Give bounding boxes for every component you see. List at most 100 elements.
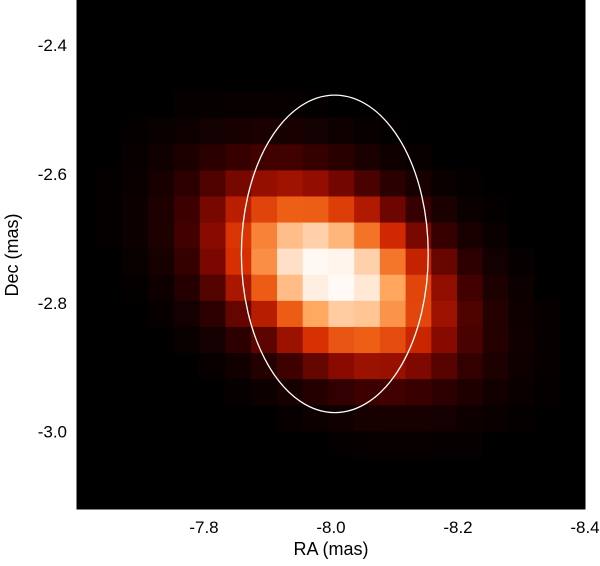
heatmap-pixel (122, 248, 149, 275)
heatmap-pixel (122, 143, 149, 171)
heatmap-pixel (430, 248, 458, 275)
heatmap-pixel (276, 404, 303, 432)
heatmap-pixel (456, 404, 483, 432)
y-tick-label: -3.0 (38, 423, 67, 442)
x-axis-ticks: -7.8 -8.0 -8.2 -8.4 (189, 0, 600, 537)
heatmap-pixel (173, 274, 200, 301)
x-tick-label: -8.2 (443, 518, 472, 537)
heatmap-pixel (379, 117, 406, 145)
heatmap-pixel (379, 169, 406, 197)
heatmap-pixel (250, 248, 277, 275)
heatmap-pixel (250, 326, 277, 354)
heatmap-pixel (507, 248, 535, 275)
heatmap-pixel (379, 326, 406, 354)
heatmap-pixel (353, 117, 380, 145)
heatmap-pixel (122, 195, 149, 223)
heatmap-pixel (96, 221, 123, 249)
heatmap-pixel (224, 169, 252, 197)
heatmap-pixel (456, 195, 483, 223)
y-axis-ticks: -2.4 -2.6 -2.8 -3.0 (38, 36, 585, 442)
heatmap-pixel (327, 221, 355, 249)
heatmap-pixel (173, 195, 200, 223)
heatmap-pixel (173, 169, 200, 197)
fit-ellipse (240, 94, 429, 414)
heatmap-pixel (224, 300, 252, 327)
heatmap-pixel (276, 248, 303, 275)
heatmap-pixel (456, 326, 483, 354)
heatmap-pixel (507, 378, 535, 406)
heatmap-pixel (276, 352, 303, 380)
heatmap-pixel (404, 248, 432, 275)
heatmap-pixel (276, 143, 303, 171)
heatmap-pixel (404, 195, 432, 223)
heatmap-pixel (353, 352, 380, 380)
heatmap-pixel (302, 326, 329, 354)
heatmap-pixel (276, 195, 303, 223)
heatmap-pixel (456, 248, 483, 275)
y-tick-label: -2.6 (38, 165, 67, 184)
y-tick-label: -2.8 (38, 294, 67, 313)
heatmap-pixel (507, 352, 535, 380)
heatmap-pixel (199, 169, 226, 197)
heatmap-pixel (173, 91, 200, 119)
heatmap-pixel (430, 274, 458, 301)
heatmap-pixel (482, 300, 509, 327)
heatmap-pixel (533, 300, 560, 327)
heatmap-pixel (224, 221, 252, 249)
heatmap-pixel (173, 300, 200, 327)
heatmap-pixel (327, 143, 355, 171)
heatmap-pixel (122, 274, 149, 301)
heatmap-pixel (250, 221, 277, 249)
heatmap-pixel (327, 169, 355, 197)
heatmap-pixel (430, 352, 458, 380)
heatmap-pixel (327, 352, 355, 380)
heatmap-pixel (430, 300, 458, 327)
y-axis-label: Dec (mas) (2, 213, 22, 296)
heatmap-pixel (147, 300, 175, 327)
heatmap-pixel (302, 378, 329, 406)
heatmap-pixel (173, 326, 200, 354)
heatmap-pixel (482, 195, 509, 223)
heatmap-pixels (96, 91, 560, 458)
heatmap-pixel (456, 274, 483, 301)
x-tick-label: -8.0 (316, 518, 345, 537)
heatmap-pixel (327, 274, 355, 301)
heatmap-pixel (379, 378, 406, 406)
heatmap-pixel (456, 221, 483, 249)
heatmap-pixel (199, 300, 226, 327)
heatmap-pixel (224, 91, 252, 119)
heatmap-pixel (147, 221, 175, 249)
heatmap-pixel (276, 169, 303, 197)
y-tick-label: -2.4 (38, 36, 67, 55)
heatmap-pixel (404, 352, 432, 380)
heatmap-pixel (276, 221, 303, 249)
heatmap-pixel (482, 248, 509, 275)
heatmap-pixel (302, 195, 329, 223)
heatmap-pixel (199, 248, 226, 275)
heatmap-pixel (250, 169, 277, 197)
heatmap-pixel (430, 378, 458, 406)
heatmap-pixel (224, 326, 252, 354)
heatmap-pixel (276, 117, 303, 145)
heatmap-pixel (482, 352, 509, 380)
heatmap-pixel (353, 326, 380, 354)
heatmap-pixel (276, 91, 303, 119)
heatmap-pixel (302, 352, 329, 380)
heatmap-pixel (147, 143, 175, 171)
heatmap-pixel (302, 274, 329, 301)
heatmap-pixel (507, 326, 535, 354)
heatmap-pixel (430, 221, 458, 249)
heatmap-pixel (276, 326, 303, 354)
heatmap-pixel (482, 274, 509, 301)
heatmap-pixel (430, 169, 458, 197)
heatmap-pixel (199, 143, 226, 171)
heatmap-pixel (456, 378, 483, 406)
x-tick-label: -7.8 (189, 518, 218, 537)
heatmap-pixel (379, 221, 406, 249)
heatmap-pixel (430, 195, 458, 223)
heatmap-pixel (147, 248, 175, 275)
heatmap-pixel (353, 300, 380, 327)
heatmap-pixel (224, 248, 252, 275)
heatmap-pixel (327, 430, 355, 458)
